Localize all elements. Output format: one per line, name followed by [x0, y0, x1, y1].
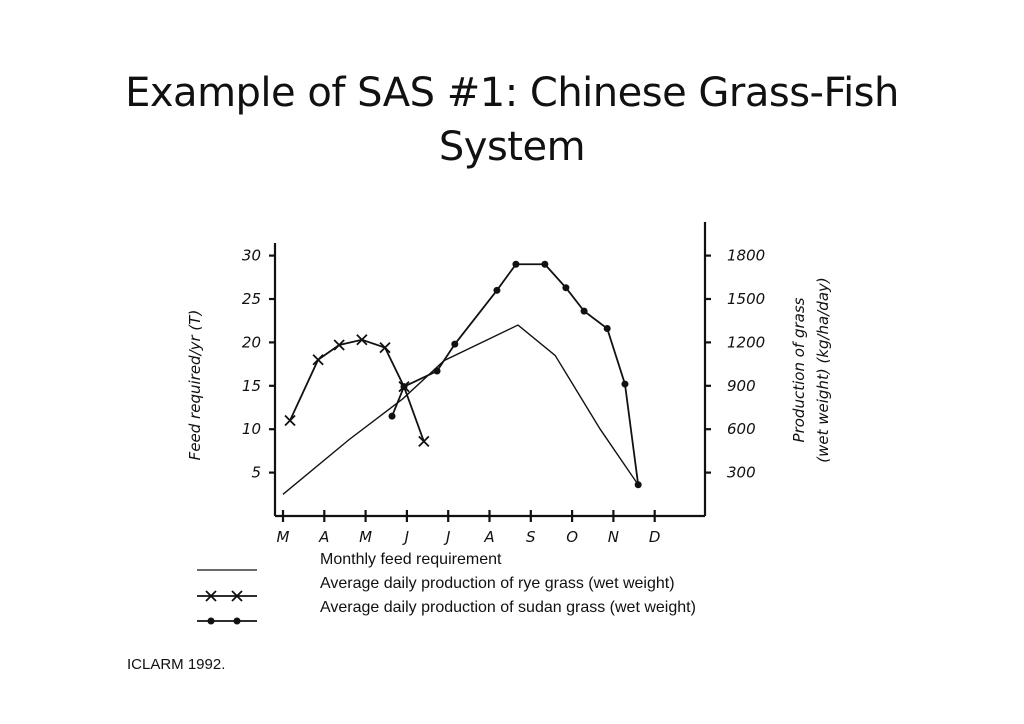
citation: ICLARM 1992.: [127, 656, 226, 673]
y2-tick-label: 600: [727, 420, 756, 438]
x-tick-label: M: [359, 528, 372, 546]
data-point: [312, 354, 324, 366]
legend-marker: [207, 617, 215, 625]
legend-feed: Monthly feed requirement: [320, 551, 502, 568]
data-point: [541, 260, 549, 268]
x-tick-label: D: [649, 528, 661, 546]
data-point: [493, 286, 501, 294]
y-tick-label: 15: [242, 377, 261, 395]
title-line-2: System: [438, 124, 586, 170]
x-tick-label: M: [277, 528, 290, 546]
x-tick-label: J: [402, 528, 409, 546]
y2-tick-label: 300: [727, 464, 756, 482]
legend-sudan: Average daily production of sudan grass …: [320, 599, 696, 616]
data-point: [418, 435, 430, 447]
y-tick-label: 20: [242, 333, 261, 351]
x-tick-label: S: [526, 528, 536, 546]
data-point: [400, 383, 408, 391]
data-point: [562, 284, 570, 292]
y2-axis-title-1: Production of grass: [790, 297, 808, 442]
x-tick-label: A: [483, 528, 494, 546]
y2-axis-title-2: (wet weight) (kg/ha/day): [814, 277, 832, 463]
y-tick-label: 5: [251, 464, 261, 482]
y2-tick-label: 900: [727, 377, 756, 395]
x-tick-label: J: [443, 528, 450, 546]
series-line-2: [391, 263, 640, 485]
data-point: [451, 340, 459, 348]
title-line-1: Example of SAS #1: Chinese Grass-Fish: [125, 70, 899, 116]
x-tick-label: O: [566, 528, 578, 546]
y-tick-label: 10: [242, 420, 261, 438]
data-point: [621, 380, 629, 388]
x-tick-label: N: [608, 528, 619, 546]
data-point: [333, 339, 345, 351]
legend-rye: Average daily production of rye grass (w…: [320, 575, 675, 592]
legend-marker: [233, 617, 241, 625]
data-point: [379, 341, 391, 354]
legend-marker: [205, 590, 217, 602]
y-tick-label: 30: [242, 247, 261, 265]
data-point: [512, 260, 520, 268]
y2-tick-label: 1800: [727, 247, 765, 265]
data-point: [580, 307, 588, 315]
series-line-1: [289, 338, 425, 442]
data-point: [603, 325, 611, 333]
y2-tick-label: 1500: [727, 290, 765, 308]
y-tick-label: 25: [242, 290, 261, 308]
data-point: [356, 334, 368, 346]
data-point: [634, 481, 642, 489]
data-point: [284, 414, 296, 427]
data-point: [433, 367, 441, 375]
data-point: [388, 412, 396, 420]
y2-tick-label: 1200: [727, 333, 765, 351]
series-line-0: [282, 324, 639, 495]
x-tick-label: A: [318, 528, 329, 546]
y-axis-title: Feed required/yr (T): [186, 310, 204, 461]
legend-marker: [231, 590, 243, 602]
slide-title: Example of SAS #1: Chinese Grass-Fish Sy…: [0, 66, 1024, 174]
